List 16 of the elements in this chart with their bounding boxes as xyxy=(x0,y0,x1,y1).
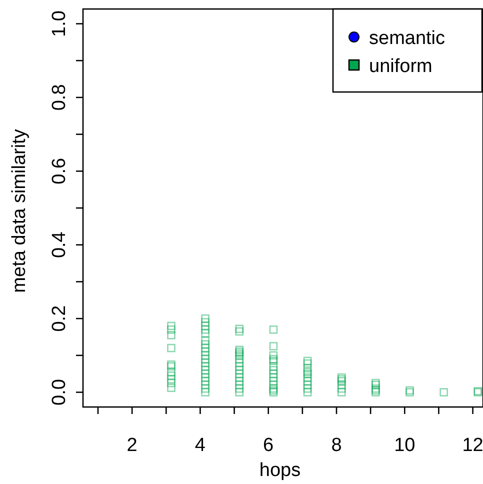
y-tick-label: 0.6 xyxy=(49,158,70,184)
y-tick-label: 1.0 xyxy=(49,10,70,37)
y-tick-label: 0.0 xyxy=(49,379,70,406)
x-tick-label: 10 xyxy=(394,435,416,456)
x-tick-label: 6 xyxy=(263,435,274,456)
x-tick-label: 8 xyxy=(331,435,342,456)
y-tick-label: 0.8 xyxy=(49,84,70,111)
x-tick-label: 12 xyxy=(462,435,483,456)
y-tick-label: 0.4 xyxy=(49,231,70,258)
x-axis-title: hops xyxy=(259,460,301,481)
x-tick-label: 4 xyxy=(194,435,206,456)
legend-label: semantic xyxy=(369,28,446,49)
y-axis-title: meta data similarity xyxy=(9,128,30,293)
legend-label: uniform xyxy=(369,56,432,77)
x-tick-label: 2 xyxy=(126,435,138,456)
y-tick-label: 0.2 xyxy=(49,305,70,332)
